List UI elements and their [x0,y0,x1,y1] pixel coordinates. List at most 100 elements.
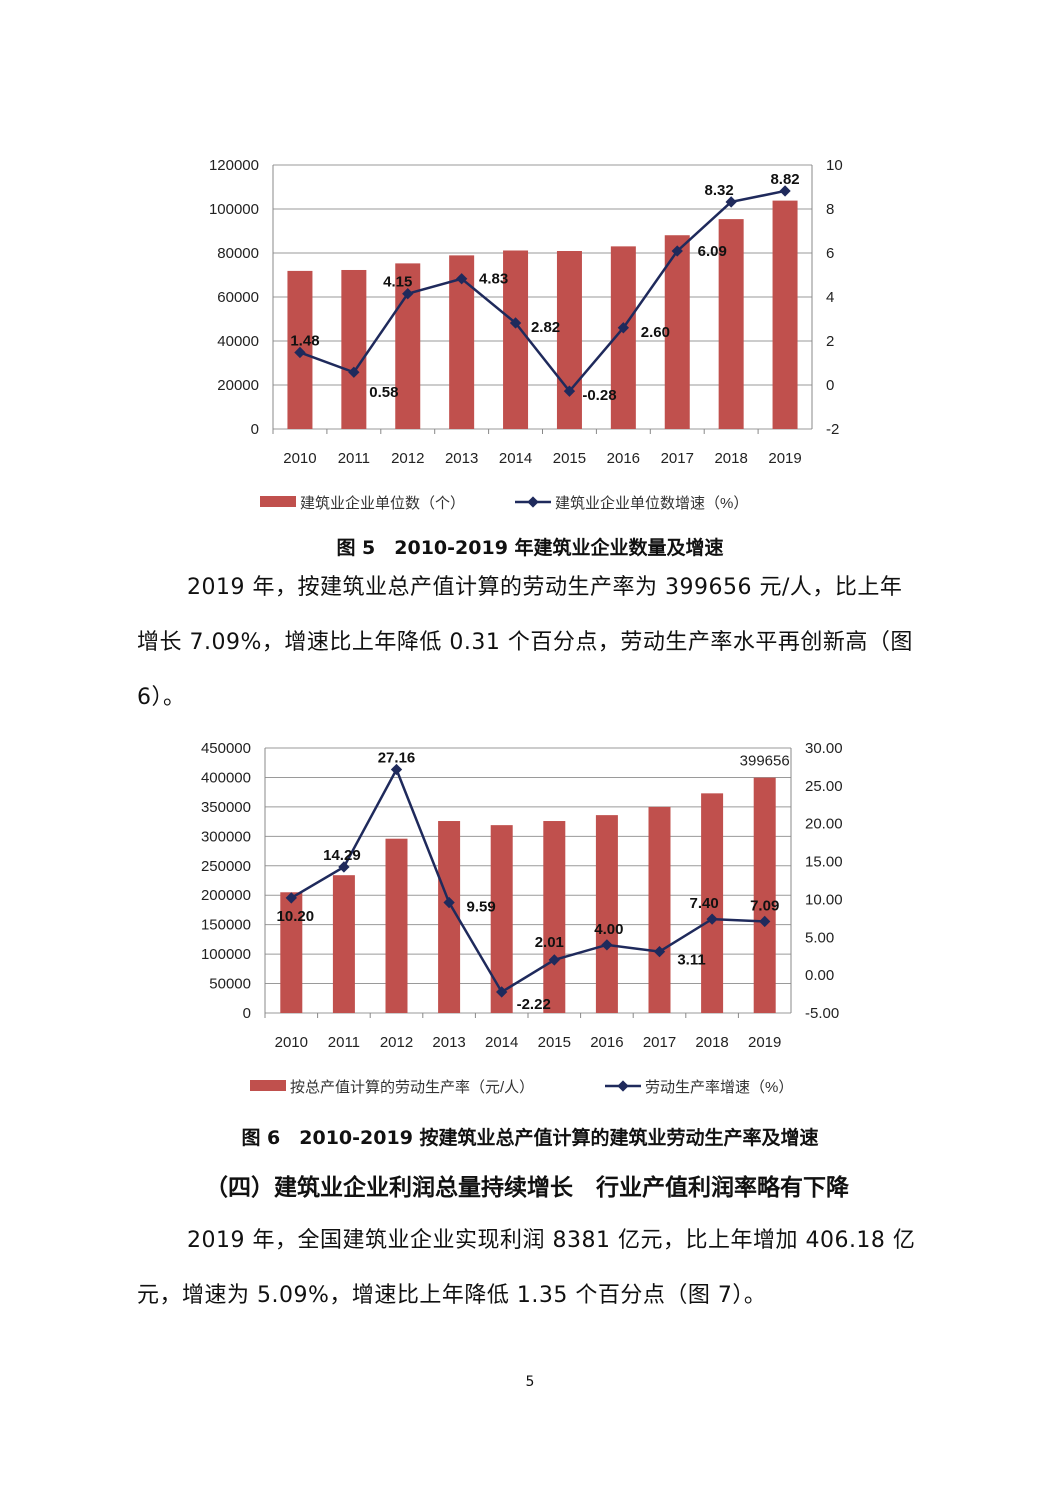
line-marker [653,945,666,958]
x-axis-tick: 2015 [538,1034,571,1051]
right-axis-tick: -2 [826,421,839,438]
x-axis-tick: 2019 [748,1034,781,1051]
line-marker [348,366,360,378]
legend-bar-swatch [260,496,296,507]
line-marker [617,322,630,334]
x-axis-tick: 2018 [695,1034,728,1051]
line-data-label: 1.48 [290,332,319,349]
growth-line [290,766,765,994]
line-marker [390,763,403,776]
left-axis-tick: 150000 [201,917,251,934]
left-axis-tick: 200000 [201,887,251,904]
line-marker [563,385,576,397]
bar [438,821,461,1013]
page-number: 5 [525,1374,535,1390]
x-axis-tick: 2010 [283,450,316,467]
x-axis-tick: 2016 [590,1034,623,1051]
left-axis-tick: 0 [251,421,259,438]
bar [556,250,582,429]
x-axis-tick: 2013 [432,1034,465,1051]
right-axis-tick: 10.00 [805,891,843,908]
x-axis-tick: 2014 [499,450,532,467]
line-marker [671,245,683,257]
bar [595,815,618,1013]
x-axis-tick: 2014 [485,1034,518,1051]
left-axis-tick: 60000 [217,289,259,306]
bar [341,269,367,429]
x-axis-tick: 2011 [328,1034,360,1051]
x-axis-tick: 2016 [607,450,640,467]
section-heading: （四）建筑业企业利润总量持续增长 行业产值利润率略有下降 [205,1175,849,1201]
bar [543,821,566,1013]
bar-data-label: 399656 [740,753,790,770]
bar [490,825,513,1013]
right-axis-tick: 20.00 [805,816,843,833]
paragraph-profit: 2019 年，全国建筑业企业实现利润 8381 亿元，比上年增加 406.18 … [137,1228,916,1308]
legend-bar-label: 建筑业企业单位数（个） [300,494,465,512]
line-data-label: 8.82 [770,171,799,188]
line-marker [548,954,560,966]
chart-fig5: 0 20000 40000 60000 80000 100000 120000 -2 0 2 4 6 8… [209,157,843,512]
x-axis-tick: 2015 [553,450,586,467]
bar [664,235,690,429]
left-axis-tick: 100000 [209,201,259,218]
bar [503,250,529,429]
line-data-label: 7.40 [689,895,718,912]
bar [753,777,776,1013]
right-axis-tick: 10 [826,157,843,174]
left-axis-tick: 350000 [201,799,251,816]
left-axis-tick: 50000 [209,976,251,993]
figure-caption-5: 图 5 2010-2019 年建筑业企业数量及增速 [336,537,724,559]
left-axis-tick: 400000 [201,769,251,786]
right-axis-tick: 2 [826,333,834,350]
bar [701,793,724,1013]
line-marker [725,196,737,208]
x-axis-tick: 2018 [714,450,747,467]
line-marker [338,861,350,873]
left-axis-tick: 0 [243,1005,251,1022]
right-axis-tick: 15.00 [805,854,843,871]
x-axis-tick: 2012 [391,450,424,467]
line-data-label: 3.11 [677,952,705,969]
figure-caption-6: 图 6 2010-2019 按建筑业总产值计算的建筑业劳动生产率及增速 [241,1127,819,1149]
chart-fig6: 0 50000 100000 150000 200000 250000 300000 3500… [201,740,843,1096]
line-data-label: 27.16 [378,750,416,767]
bar [648,806,671,1013]
left-axis-tick: 40000 [217,333,259,350]
line-marker [402,288,414,300]
line-marker [779,185,791,197]
bar [772,200,798,429]
line-marker [601,939,613,951]
line-data-label: 2.01 [535,934,564,951]
x-axis-tick: 2013 [445,450,478,467]
legend-line-label: 劳动生产率增速（%） [645,1079,793,1096]
legend-bar-swatch [250,1080,286,1091]
right-axis-tick: 30.00 [805,740,843,757]
line-data-label: 4.83 [479,271,508,288]
line-marker [455,273,468,285]
x-axis-tick: 2019 [768,450,801,467]
right-axis-tick: 0 [826,377,834,394]
line-data-label: 8.32 [705,182,734,199]
legend-bar-label: 按总产值计算的劳动生产率（元/人） [290,1078,534,1096]
x-axis-tick: 2011 [338,450,370,467]
right-axis-tick: 5.00 [805,929,834,946]
line-marker [509,317,522,329]
growth-line [299,189,786,394]
x-axis-tick: 2017 [661,450,694,467]
right-axis-tick: 4 [826,289,834,306]
line-data-label: -0.28 [582,387,616,404]
left-axis-tick: 80000 [217,245,259,262]
x-axis-tick: 2017 [643,1034,676,1051]
left-axis-tick: 300000 [201,828,251,845]
line-data-label: 2.60 [641,324,670,341]
line-marker [443,896,455,909]
legend-line-marker [527,496,539,508]
line-data-label: 2.82 [531,319,560,336]
line-data-label: -2.22 [517,996,551,1013]
line-marker [294,346,306,359]
right-axis-tick: 6 [826,245,834,262]
line-data-label: 7.09 [750,897,779,914]
line-data-label: 0.58 [369,384,398,401]
line-data-label: 6.09 [698,243,727,260]
